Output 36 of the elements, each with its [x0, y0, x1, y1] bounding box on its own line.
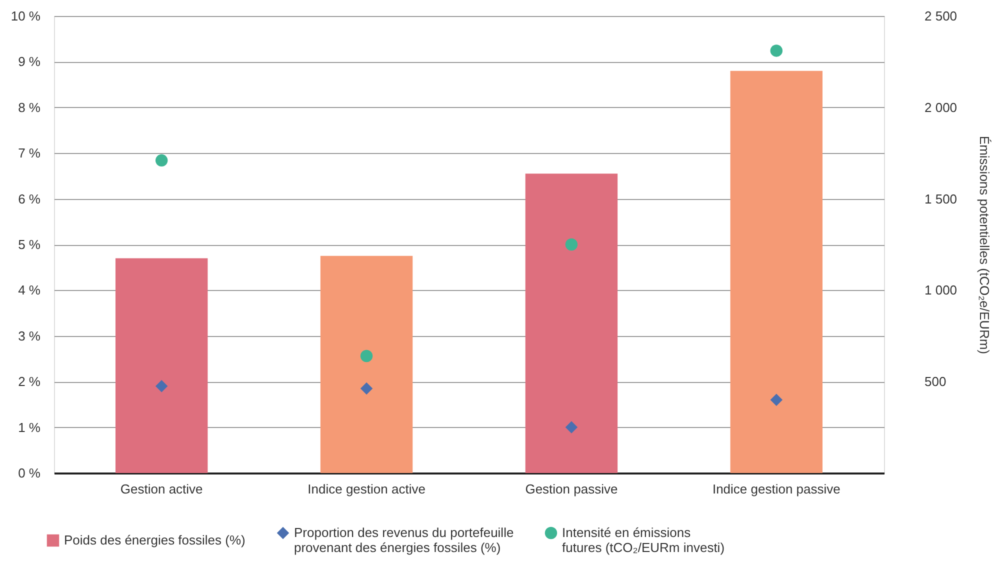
- y-tick-label: 1 %: [18, 420, 41, 435]
- y2-axis-title: Émissions potentielles (tCO₂e/EURm): [977, 136, 992, 354]
- y-tick-label: 3 %: [18, 328, 41, 344]
- x-tick-label: Indice gestion active: [308, 482, 426, 496]
- bar: [525, 174, 618, 473]
- y-tick-label: 0 %: [18, 466, 41, 480]
- y2-tick-label: 1 000: [924, 282, 958, 298]
- bar: [320, 256, 413, 473]
- y-tick-label: 9 %: [18, 54, 41, 70]
- point: [770, 394, 783, 406]
- point: [565, 421, 578, 434]
- bar: [115, 258, 208, 473]
- legend-label: Intensité en émissions futures (tCO₂/EURm investi): [562, 525, 725, 555]
- bar: [730, 70, 823, 473]
- point: [155, 154, 168, 167]
- point: [770, 44, 783, 57]
- y-tick-label: 10 %: [10, 8, 41, 24]
- point: [155, 380, 168, 392]
- y-tick-label: 5 %: [18, 237, 41, 252]
- y-tick-label: 8 %: [18, 100, 41, 115]
- y2-tick-label: 1 500: [924, 191, 958, 206]
- y-tick-label: 2 %: [18, 374, 41, 390]
- point: [360, 382, 373, 395]
- point: [565, 238, 578, 251]
- legend-label: Proportion des revenus du portefeuille provenant des énergies fossiles (%): [294, 525, 514, 555]
- y2-tick-label: 2 000: [924, 100, 958, 115]
- y-tick-label: 7 %: [18, 146, 41, 161]
- point: [360, 350, 373, 362]
- x-tick-label: Gestion active: [120, 482, 203, 496]
- y-tick-label: 6 %: [18, 191, 41, 206]
- legend-label: Poids des énergies fossiles (%): [64, 532, 246, 548]
- y2-tick-label: 2 500: [924, 8, 958, 24]
- y2-tick-label: 500: [924, 374, 946, 390]
- x-tick-label: Gestion passive: [525, 482, 618, 496]
- y-tick-label: 4 %: [18, 282, 41, 298]
- x-tick-label: Indice gestion passive: [712, 482, 840, 496]
